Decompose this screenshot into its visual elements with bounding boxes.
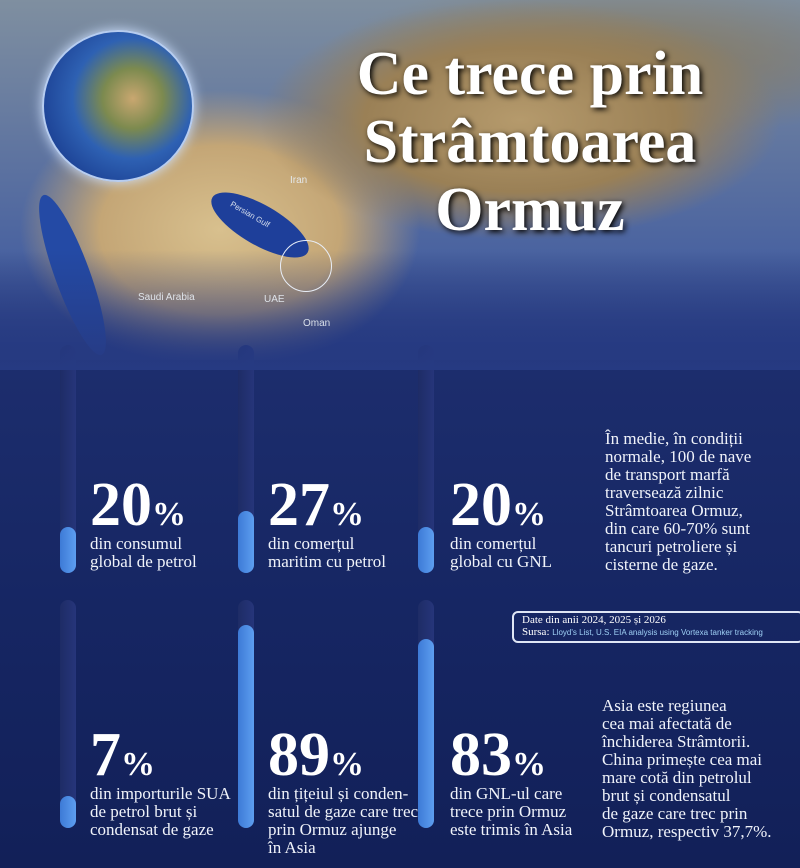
globe-image: [42, 30, 194, 182]
stat-2: 27% din comerțul maritim cu petrol: [268, 474, 387, 571]
stat-3: 20% din comerțul global cu GNL: [450, 474, 552, 571]
stat-unit: %: [330, 496, 364, 533]
stat-1: 20% din consumul global de petrol: [90, 474, 197, 571]
stat-description: din consumul global de petrol: [90, 534, 197, 571]
stat-description: din țițeiul și conden-satul de gaze care…: [268, 784, 419, 857]
stat-value: 20: [450, 471, 512, 539]
stat-4: 7% din importurile SUA de petrol brut și co…: [90, 724, 231, 839]
stat-unit: %: [512, 746, 546, 783]
page-title: Ce trece prin Strâmtoarea Ormuz: [356, 40, 704, 244]
stat-bar: [418, 600, 434, 828]
stat-bar: [238, 600, 254, 828]
stat-value: 20: [90, 471, 152, 539]
stat-bar: [60, 345, 76, 573]
stat-bar: [60, 600, 76, 828]
stat-description: din comerțul global cu GNL: [450, 534, 552, 571]
stat-unit: %: [152, 496, 186, 533]
stat-bar-fill: [418, 638, 434, 828]
map-label-iran: Iran: [290, 175, 308, 186]
stat-unit: %: [121, 746, 155, 783]
map-fade: [0, 250, 800, 370]
stat-unit: %: [512, 496, 546, 533]
stat-bar: [418, 345, 434, 573]
hormuz-circle: [280, 240, 332, 292]
stat-bar-fill: [418, 527, 434, 573]
stat-description: din importurile SUA de petrol brut și cond…: [90, 784, 231, 839]
note-asia: Asia este regiunea cea mai afectată de înc…: [602, 696, 772, 841]
stat-bar: [238, 345, 254, 573]
stat-value: 7: [90, 721, 121, 789]
source-box: Date din anii 2024, 2025 și 2026 Sursa: …: [512, 611, 800, 643]
stat-6: 83% din GNL-ul care trece prin Ormuz este t…: [450, 724, 573, 839]
stat-bar-fill: [60, 527, 76, 573]
stat-unit: %: [330, 746, 364, 783]
stat-bar-fill: [238, 625, 254, 828]
stat-description: din comerțul maritim cu petrol: [268, 534, 387, 571]
map-label-oman: Oman: [303, 318, 331, 329]
stat-value: 89: [268, 721, 330, 789]
note-ships: În medie, în condiții normale, 100 de nav…: [605, 429, 752, 574]
stat-description: din GNL-ul care trece prin Ormuz este trim…: [450, 784, 573, 839]
stat-5: 89% din țițeiul și conden-satul de gaze c…: [268, 724, 419, 857]
map-label-saudi: Saudi Arabia: [138, 292, 195, 303]
stat-bar-fill: [60, 796, 76, 828]
map-label-uae: UAE: [264, 294, 285, 305]
stat-value: 27: [268, 471, 330, 539]
stat-bar-fill: [238, 511, 254, 573]
stat-value: 83: [450, 721, 512, 789]
